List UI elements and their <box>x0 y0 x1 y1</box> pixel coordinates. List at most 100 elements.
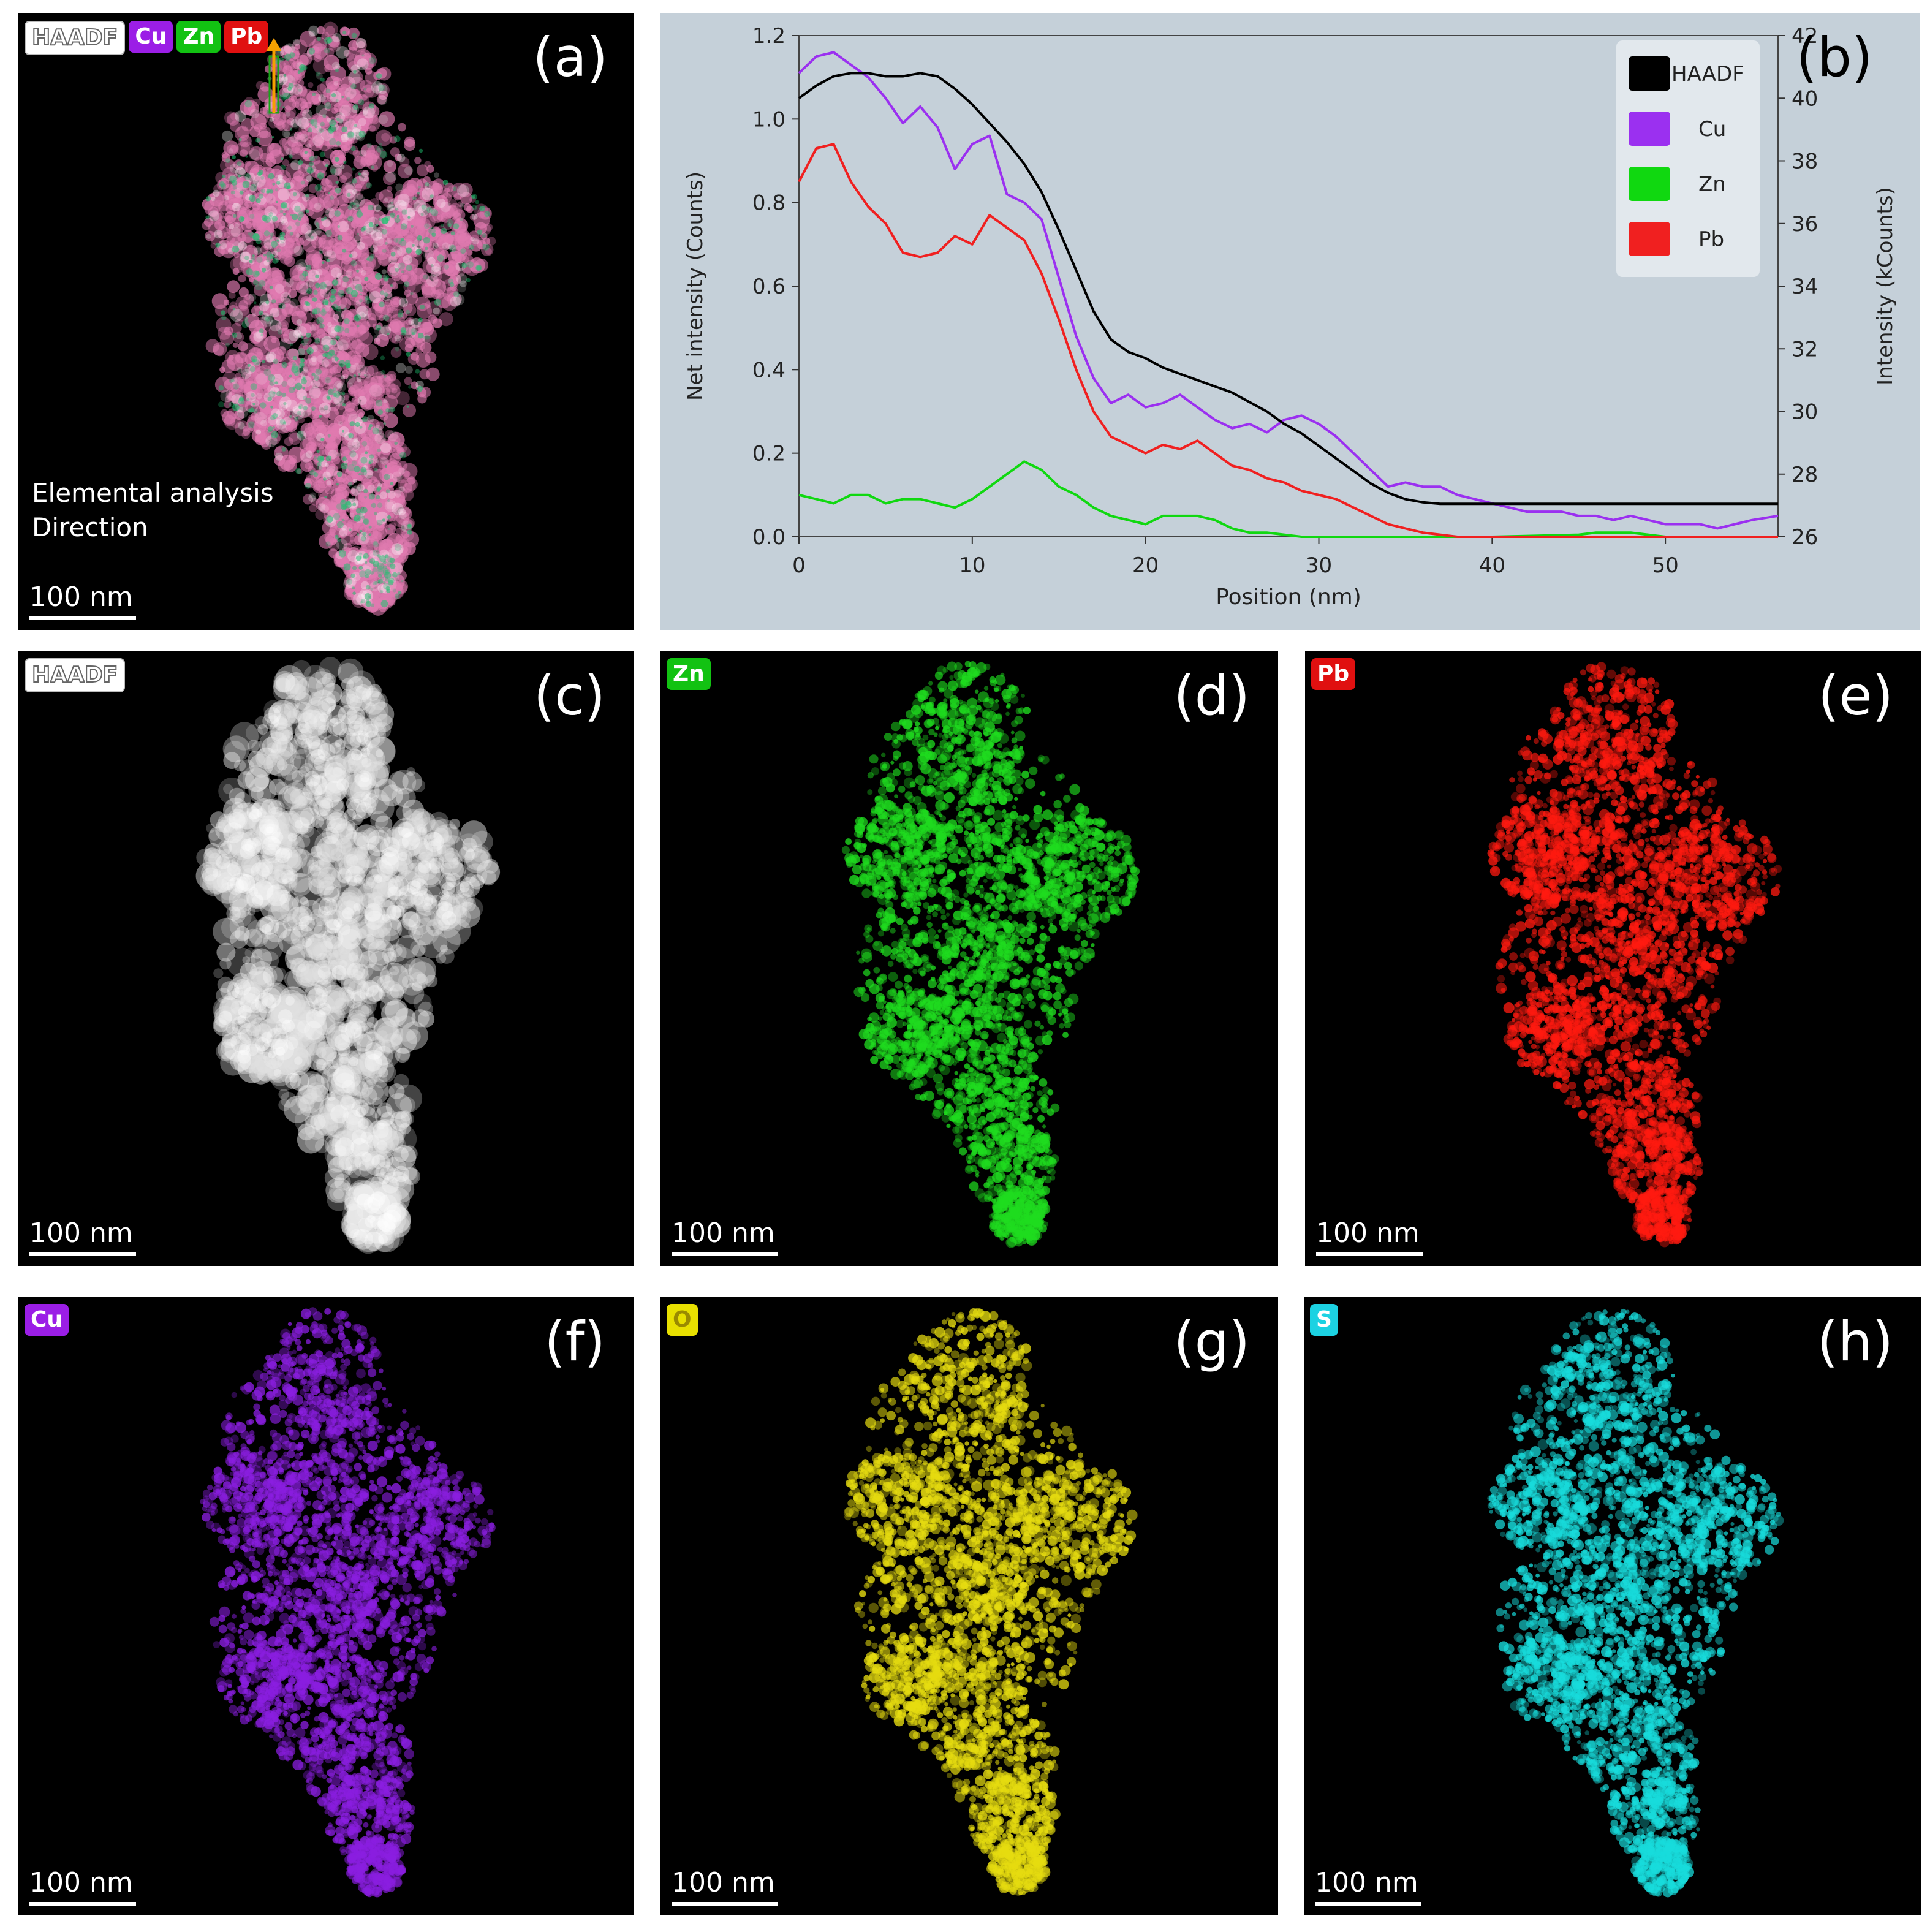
map-dot <box>349 254 353 258</box>
map-dot <box>305 301 311 307</box>
map-dot <box>281 447 286 452</box>
map-dot <box>297 1126 325 1154</box>
map-dot <box>444 264 450 270</box>
map-dot <box>342 276 349 282</box>
map-dot <box>260 188 266 194</box>
map-dot <box>357 532 360 536</box>
map-dot <box>268 325 283 339</box>
map-dot <box>350 573 355 578</box>
map-dot <box>396 153 406 162</box>
map-dot <box>382 248 387 253</box>
map-dot <box>309 325 316 331</box>
map-dot <box>272 257 279 264</box>
map-dot <box>230 309 243 322</box>
map-dot <box>412 331 415 335</box>
map-dot <box>303 396 308 400</box>
map-dot <box>259 328 264 334</box>
map-dot <box>457 283 467 293</box>
map-dot <box>406 264 412 271</box>
map-dot <box>321 31 330 40</box>
map-dot <box>416 249 420 254</box>
map-dot <box>323 477 327 481</box>
map-dot <box>249 108 260 119</box>
map-dot <box>482 243 490 251</box>
y-tick-label: 1.2 <box>752 24 785 48</box>
map-dot <box>336 117 340 121</box>
map-dot <box>230 190 235 195</box>
map-dot <box>343 393 350 400</box>
map-dot <box>406 207 415 218</box>
map-dot <box>371 502 377 509</box>
map-dot <box>354 466 360 472</box>
map-dot <box>417 385 423 392</box>
map-dot <box>302 386 305 390</box>
map-dot <box>376 494 380 499</box>
map-dot <box>277 329 283 335</box>
map-dot <box>373 540 378 546</box>
map-dot <box>325 455 332 461</box>
y2-tick-label: 36 <box>1792 212 1818 237</box>
map-dot <box>225 159 235 170</box>
map-dot <box>289 374 292 378</box>
map-dot <box>347 215 354 222</box>
annotation-line-2: Direction <box>32 512 148 542</box>
map-dot <box>311 323 319 331</box>
map-dot <box>343 563 351 571</box>
series-line-zn <box>798 460 1778 538</box>
map-dot <box>305 246 320 261</box>
map-dot <box>263 160 273 170</box>
map-dot <box>317 226 320 229</box>
map-dot <box>365 374 371 379</box>
map-dot <box>394 335 401 342</box>
map-dot <box>242 181 250 188</box>
map-dot <box>214 229 223 239</box>
map-dot <box>270 237 273 240</box>
map-dot <box>374 458 379 463</box>
map-dot <box>233 308 236 311</box>
map-dot <box>406 405 409 408</box>
map-dot <box>281 362 287 368</box>
map-dot <box>270 232 274 237</box>
map-dot <box>296 319 303 325</box>
map-dot <box>229 223 235 229</box>
map-dot <box>234 409 245 420</box>
map-dot <box>385 407 390 413</box>
map-dot <box>305 450 313 458</box>
map-dot <box>238 241 248 251</box>
map-dot <box>227 113 240 126</box>
map-dot <box>374 512 377 516</box>
map-dot <box>373 334 381 342</box>
map-dot <box>237 161 242 167</box>
map-dot <box>433 307 440 315</box>
map-dot <box>318 456 324 462</box>
map-dot <box>235 126 250 142</box>
map-dot <box>365 585 371 590</box>
map-dot <box>250 383 257 390</box>
map-dot <box>376 73 382 79</box>
map-dot <box>467 261 474 268</box>
map-dot <box>352 591 356 595</box>
map-dot <box>390 407 395 412</box>
map-dot <box>279 232 286 237</box>
map-dot <box>427 257 436 266</box>
map-dot <box>409 292 414 295</box>
map-dot <box>352 176 365 189</box>
map-dot <box>268 390 276 398</box>
map-dot <box>283 131 290 138</box>
map-dot <box>382 314 390 321</box>
map-dot <box>421 204 426 210</box>
map-dot <box>356 204 360 208</box>
map-dot <box>235 222 240 228</box>
map-dot <box>259 279 266 287</box>
map-dot <box>244 161 259 175</box>
map-dot <box>230 256 247 273</box>
map-dot <box>248 232 251 236</box>
map-dot <box>206 233 211 239</box>
map-dot <box>472 194 478 200</box>
map-dot <box>398 297 409 307</box>
map-dot <box>379 491 388 499</box>
map-dot <box>311 356 317 362</box>
map-dot <box>362 531 367 536</box>
map-dot <box>238 422 245 430</box>
map-dot <box>412 198 419 204</box>
